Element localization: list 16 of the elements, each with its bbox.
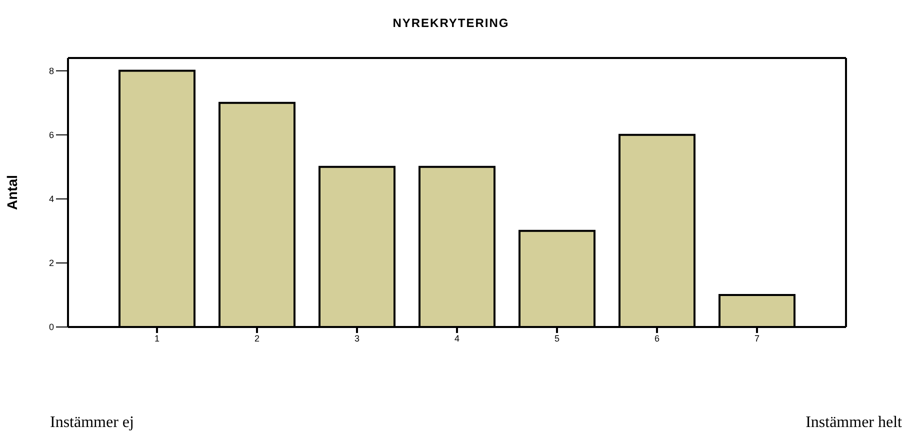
x-tick-label: 6 [654, 333, 660, 344]
y-axis-title: Antal [4, 175, 20, 210]
y-tick-label: 0 [48, 322, 54, 332]
x-tick-label: 5 [554, 333, 560, 344]
x-tick-label: 3 [354, 333, 360, 344]
y-tick-label: 8 [48, 66, 54, 76]
x-tick-label: 7 [754, 333, 760, 344]
text: Instämmer ej [50, 414, 134, 432]
x-tick-label: 1 [154, 333, 160, 344]
y-tick-label: 4 [48, 194, 54, 204]
chart-title: NYREKRYTERING [392, 16, 510, 30]
text: Instämmer helt [806, 414, 902, 432]
x-tick-label: 2 [254, 333, 260, 344]
y-tick-label: 6 [48, 130, 54, 140]
x-tick-label: 4 [454, 333, 460, 344]
y-tick-label: 2 [48, 258, 54, 268]
